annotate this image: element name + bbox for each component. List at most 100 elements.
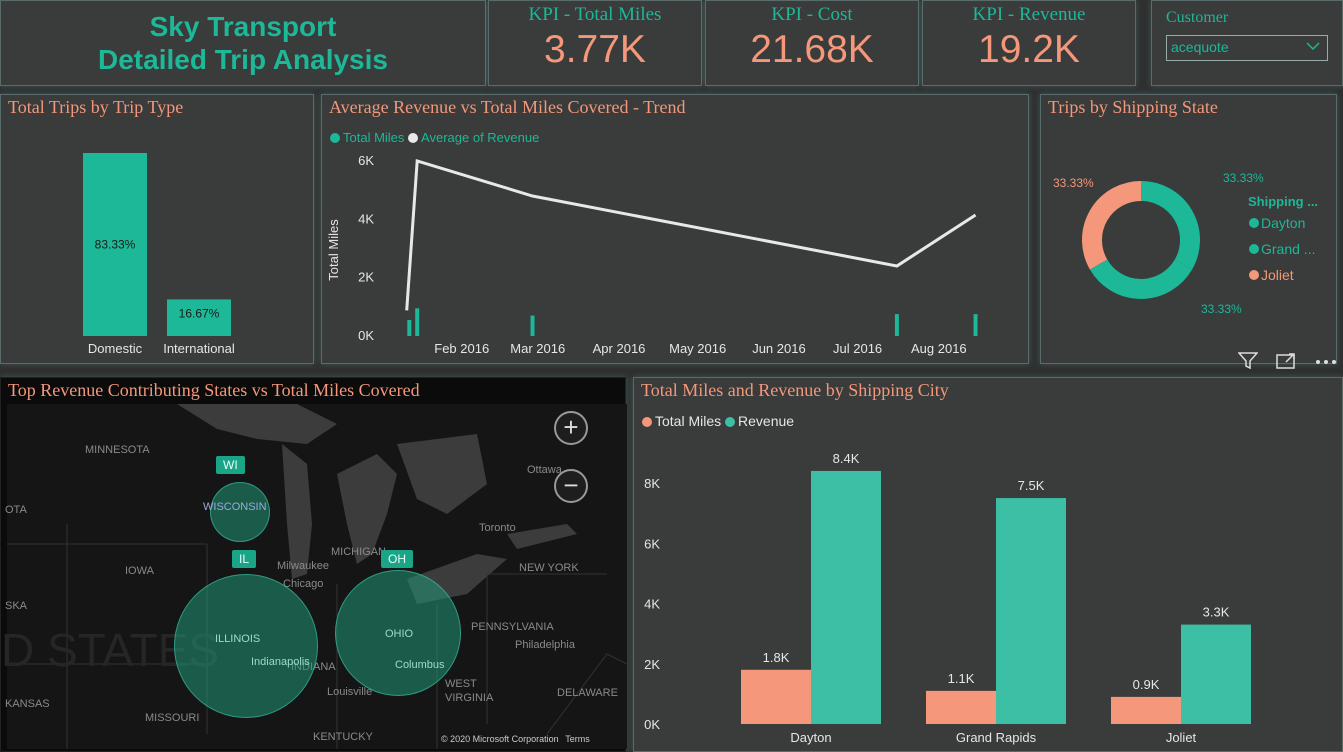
bar-revenue	[811, 470, 881, 724]
visual-header-icons	[1237, 352, 1337, 370]
legend-item-avg-revenue[interactable]: Average of Revenue	[408, 130, 539, 145]
map-title: Top Revenue Contributing States vs Total…	[8, 380, 420, 400]
map-label-pennsylvania: PENNSYLVANIA	[471, 621, 554, 633]
trend-title: Average Revenue vs Total Miles Covered -…	[329, 97, 686, 117]
donut-legend-dot	[1249, 244, 1259, 254]
legend-item-city-total-miles[interactable]: Total Miles	[642, 413, 721, 429]
kpi-cost-label: KPI - Cost	[771, 4, 853, 25]
map-bubble-il[interactable]	[174, 574, 318, 718]
trips-by-type-panel[interactable]: Total Trips by Trip Type 83.33% Domestic 1…	[0, 94, 314, 364]
donut-legend-label: Joliet	[1261, 267, 1294, 283]
map-label-wisconsin: WISCONSIN	[203, 501, 267, 513]
report-title-card: Sky Transport Detailed Trip Analysis	[0, 0, 486, 86]
legend-label-avg-revenue: Average of Revenue	[421, 130, 540, 145]
total-miles-bar	[407, 319, 412, 336]
donut-legend-label: Dayton	[1261, 215, 1305, 231]
legend-dot-city-total-miles	[642, 417, 652, 427]
map-bubble-wi[interactable]	[210, 482, 270, 542]
trips-by-type-title: Total Trips by Trip Type	[8, 97, 184, 117]
map-zoom-in-button[interactable]: +	[554, 411, 588, 445]
revenue-miles-trend-panel[interactable]: Average Revenue vs Total Miles Covered -…	[321, 94, 1029, 364]
legend-item-total-miles[interactable]: Total Miles	[330, 130, 404, 145]
map-label-kansas: KANSAS	[5, 698, 50, 710]
trips-by-type-chart: 83.33% Domestic 16.67% International	[83, 153, 235, 356]
donut-slice-1	[1089, 259, 1193, 299]
map-label-illinois: ILLINOIS	[215, 633, 261, 645]
report-title-line1: Sky Transport	[149, 11, 337, 42]
bar-data-label: 0.9K	[1133, 677, 1160, 692]
bar-total-miles	[926, 690, 996, 724]
bar-international	[167, 299, 231, 336]
bar-revenue	[996, 498, 1066, 724]
focus-mode-icon[interactable]	[1276, 352, 1314, 369]
map-label-iowa: IOWA	[125, 565, 154, 577]
miles-revenue-city-panel[interactable]: Total Miles and Revenue by Shipping City…	[633, 377, 1343, 752]
map-label-newyork: NEW YORK	[519, 562, 579, 574]
revenue-states-map-panel[interactable]: Top Revenue Contributing States vs Total…	[0, 377, 627, 752]
trend-chart: 0K 2K 4K 6K Total Miles Feb 2016 Mar 2016 Apr 2…	[326, 153, 978, 356]
total-miles-bar	[894, 314, 899, 336]
x-tick-label: International	[163, 341, 235, 356]
bar-total-miles	[741, 669, 811, 724]
customer-dropdown[interactable]: acequote	[1166, 35, 1328, 61]
bar-data-label: 8.4K	[833, 451, 860, 466]
map-label-louisville: Louisville	[327, 686, 373, 698]
x-tick-label: Jun 2016	[752, 341, 806, 356]
kpi-cost-card[interactable]: KPI - Cost 21.68K	[705, 0, 919, 86]
filter-icon[interactable]	[1237, 352, 1276, 370]
y-tick-label: 8K	[644, 476, 660, 491]
map-label-indianapolis: Indianapolis	[251, 656, 310, 668]
y-tick-label: 0K	[358, 328, 374, 343]
total-miles-bar	[415, 308, 420, 336]
x-tick-label: Jul 2016	[833, 341, 882, 356]
bar-data-label: 7.5K	[1018, 478, 1045, 493]
bar-data-label: 83.33%	[95, 238, 136, 252]
kpi-total-miles-label: KPI - Total Miles	[528, 4, 662, 25]
donut-data-label: 33.33%	[1053, 176, 1094, 190]
map-terms-link[interactable]: Terms	[565, 734, 590, 744]
map-label-columbus: Columbus	[395, 659, 445, 671]
shipping-state-donut: 33.33% 33.33% 33.33% Shipping ... Dayton Gran…	[1053, 171, 1318, 316]
map-label-minnesota: MINNESOTA	[85, 444, 150, 456]
map-label-ota: OTA	[5, 504, 27, 516]
customer-slicer-label: Customer	[1166, 9, 1229, 26]
bar-data-label: 1.8K	[763, 650, 790, 665]
map-label-ska: SKA	[5, 600, 28, 612]
y-tick-label: 4K	[358, 211, 374, 226]
bar-total-miles	[1111, 696, 1181, 724]
map-bubble-oh[interactable]	[335, 570, 461, 696]
y-tick-label: 0K	[644, 717, 660, 732]
donut-legend-label: Grand ...	[1261, 241, 1315, 257]
map-attribution: © 2020 Microsoft Corporation Terms	[441, 734, 590, 744]
x-tick-label: Dayton	[790, 730, 831, 745]
legend-dot-city-revenue	[725, 417, 736, 427]
bar-data-label: 16.67%	[179, 307, 220, 321]
map-badge-oh[interactable]: OH	[381, 550, 413, 568]
donut-legend-title: Shipping ...	[1248, 194, 1318, 209]
map-badge-il[interactable]: IL	[232, 550, 257, 568]
y-tick-label: 2K	[644, 657, 660, 672]
map-label-chicago: Chicago	[283, 578, 324, 590]
kpi-total-miles-card[interactable]: KPI - Total Miles 3.77K	[488, 0, 702, 86]
x-tick-label: Joliet	[1166, 730, 1197, 745]
map-label-philadelphia: Philadelphia	[515, 639, 575, 651]
map-badge-wi[interactable]: WI	[216, 456, 245, 474]
map-basemap[interactable]	[7, 404, 627, 749]
avg-revenue-line	[405, 159, 977, 311]
map-label-milwaukee: Milwaukee	[277, 560, 329, 572]
y-tick-label: 6K	[644, 536, 660, 551]
trend-legend: Total Miles Average of Revenue	[330, 130, 539, 145]
legend-item-city-revenue[interactable]: Revenue	[725, 413, 794, 429]
total-miles-bar	[973, 314, 978, 336]
kpi-revenue-card[interactable]: KPI - Revenue 19.2K	[922, 0, 1136, 86]
map-label-toronto: Toronto	[479, 522, 516, 534]
y-axis-label: Total Miles	[326, 219, 341, 281]
shipping-state-panel[interactable]: Trips by Shipping State 33.33% 33.33% 33.3…	[1040, 94, 1337, 364]
legend-dot-avg-revenue	[408, 133, 419, 143]
more-options-icon[interactable]	[1315, 352, 1337, 369]
total-miles-bar	[530, 315, 535, 336]
map-zoom-out-button[interactable]: −	[554, 469, 588, 503]
y-tick-label: 2K	[358, 270, 374, 285]
bar-revenue	[1181, 624, 1251, 724]
kpi-total-miles-value: 3.77K	[544, 28, 646, 71]
